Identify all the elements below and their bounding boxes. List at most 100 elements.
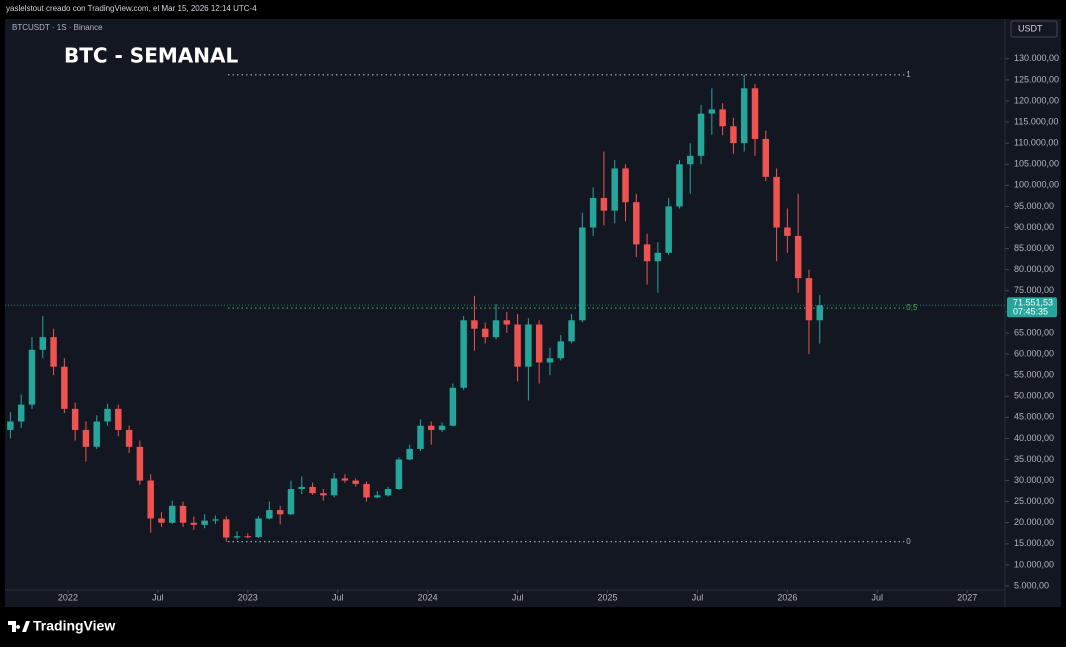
candle xyxy=(341,474,349,483)
candle-body xyxy=(395,459,403,489)
candle-body xyxy=(82,429,90,447)
candle-body xyxy=(633,202,640,245)
y-tick-label: 45.000,00 xyxy=(1014,412,1054,422)
candle xyxy=(406,444,413,461)
candle-body xyxy=(503,320,511,325)
candle xyxy=(449,383,457,427)
candle-body xyxy=(330,478,338,496)
x-tick-label: 2026 xyxy=(777,592,797,602)
logo[interactable]: TradingView xyxy=(8,618,115,634)
candle xyxy=(816,294,823,344)
candle xyxy=(276,505,284,525)
candle xyxy=(579,212,586,323)
candle-body xyxy=(201,520,208,525)
candle-body xyxy=(773,176,780,228)
candle-body xyxy=(125,429,133,447)
candle xyxy=(330,472,338,498)
candle xyxy=(438,422,446,433)
candle-body xyxy=(61,366,68,409)
candle xyxy=(708,88,716,135)
candle xyxy=(266,501,273,520)
candle xyxy=(676,160,683,209)
y-tick-label: 55.000,00 xyxy=(1014,369,1054,379)
candle xyxy=(730,117,737,154)
x-tick-label: 2024 xyxy=(418,592,438,602)
candle-body xyxy=(17,404,25,422)
candle xyxy=(50,328,57,376)
candle-body xyxy=(654,252,662,262)
candle-body xyxy=(115,408,122,430)
y-tick-label: 90.000,00 xyxy=(1014,222,1054,232)
candle xyxy=(622,164,629,222)
candle-body xyxy=(7,421,14,430)
candle xyxy=(633,193,640,258)
last-price-box xyxy=(1007,297,1057,318)
logo-text: TradingView xyxy=(33,618,115,634)
candle-body xyxy=(276,510,284,515)
candle-body xyxy=(374,495,381,498)
candle xyxy=(784,208,791,253)
candle-body xyxy=(514,324,521,367)
candle xyxy=(481,322,489,344)
candle-body xyxy=(104,408,111,422)
candle-body xyxy=(611,168,618,211)
currency-box[interactable] xyxy=(1010,20,1058,38)
candle xyxy=(460,316,467,390)
candle xyxy=(773,168,780,262)
last-price-label: 71.551,53 xyxy=(1013,298,1053,308)
fib-label: 0,5 xyxy=(906,303,918,312)
candle-body xyxy=(794,235,802,279)
candle-body xyxy=(50,337,57,367)
candle xyxy=(244,533,252,539)
logo-icon xyxy=(8,621,30,632)
candle-body xyxy=(147,480,154,519)
candle xyxy=(212,515,219,524)
candle-body xyxy=(438,425,446,430)
candle-body xyxy=(492,320,500,338)
candle-body xyxy=(39,337,47,350)
candle xyxy=(805,269,813,355)
candle-body xyxy=(158,518,165,523)
candle xyxy=(309,482,316,495)
candle xyxy=(557,335,564,361)
candle xyxy=(589,187,597,236)
symbol: BTCUSDT · 1S · Binance xyxy=(12,23,103,32)
candle xyxy=(697,105,705,165)
candle-body xyxy=(740,88,748,144)
y-tick-label: 5.000,00 xyxy=(1014,580,1049,590)
y-tick-label: 40.000,00 xyxy=(1014,433,1054,443)
x-tick-label: Jul xyxy=(872,592,884,602)
candle-body xyxy=(28,349,36,405)
candle-body xyxy=(676,164,683,207)
candle-body xyxy=(784,227,791,236)
candle xyxy=(201,514,208,529)
y-tick-label: 120.000,00 xyxy=(1014,95,1059,105)
candle xyxy=(17,394,25,428)
candle-body xyxy=(309,486,316,494)
candle xyxy=(7,412,14,439)
candle-body xyxy=(169,505,176,523)
y-tick-label: 10.000,00 xyxy=(1014,559,1054,569)
y-tick-label: 100.000,00 xyxy=(1014,180,1059,190)
fib-label: 0 xyxy=(906,537,911,546)
y-tick-label: 50.000,00 xyxy=(1014,391,1054,401)
y-tick-label: 30.000,00 xyxy=(1014,475,1054,485)
candle-body xyxy=(643,244,651,262)
y-tick-label: 35.000,00 xyxy=(1014,454,1054,464)
candle-body xyxy=(417,425,424,449)
candle-body xyxy=(179,505,187,523)
y-tick-label: 125.000,00 xyxy=(1014,74,1059,84)
candle-body xyxy=(589,197,597,228)
candle-body xyxy=(568,320,575,342)
candle-body xyxy=(816,305,823,321)
y-tick-label: 105.000,00 xyxy=(1014,159,1059,169)
candle-body xyxy=(546,358,554,363)
candle xyxy=(71,402,79,441)
y-tick-label: 60.000,00 xyxy=(1014,348,1054,358)
candle xyxy=(320,488,327,501)
candle-body xyxy=(287,488,295,515)
candle-body xyxy=(190,522,198,525)
x-tick-label: Jul xyxy=(512,592,524,602)
candle-body xyxy=(93,421,100,447)
